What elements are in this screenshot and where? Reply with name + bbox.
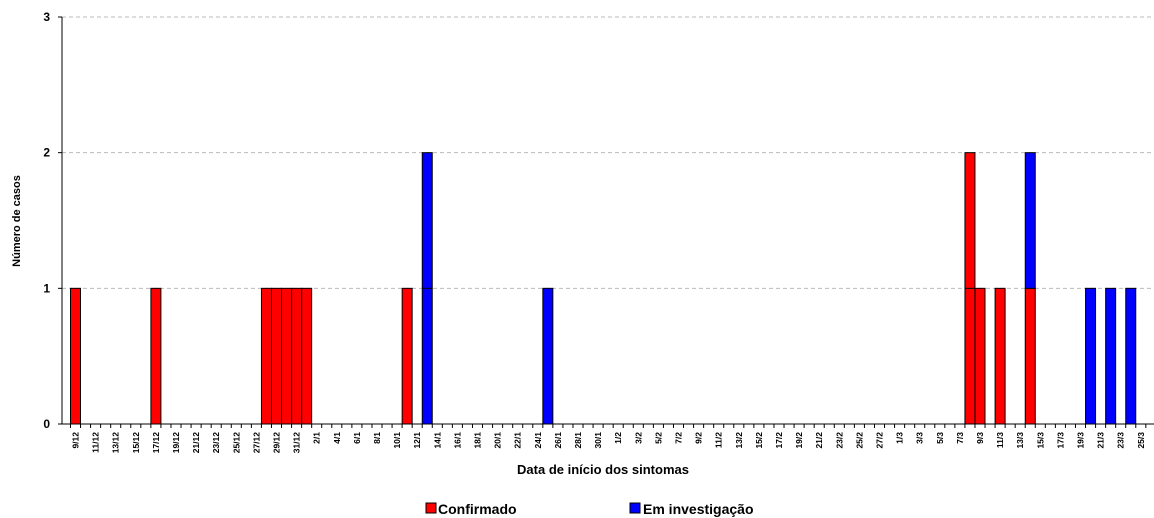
x-tick-label-23-3: 23/3 <box>1116 432 1126 449</box>
x-tick-label-9-3: 9/3 <box>975 432 985 444</box>
bar-confirmado-28-12 <box>260 287 272 425</box>
bar-em-investigacao-22-3 <box>1105 287 1117 425</box>
x-tick-label-18-1: 18/1 <box>473 432 483 449</box>
legend: Confirmado Em investigação <box>425 501 754 517</box>
y-axis-title: Número de casos <box>11 175 23 267</box>
x-tick-label-10-1: 10/1 <box>392 432 402 449</box>
bar-em-investigacao-14-3 <box>1024 152 1036 289</box>
x-tick-label-21-3: 21/3 <box>1096 432 1106 449</box>
x-tick-label-3-3: 3/3 <box>915 432 925 444</box>
x-tick-label-17-3: 17/3 <box>1055 432 1065 449</box>
legend-swatch-em-investigacao <box>629 502 641 514</box>
bar-em-investigacao-20-3 <box>1085 287 1097 425</box>
x-tick-label-26-1: 26/1 <box>553 432 563 449</box>
bar-confirmado-17-12 <box>150 287 162 425</box>
x-tick-label-25-3: 25/3 <box>1136 432 1146 449</box>
bar-em-investigacao-24-3 <box>1125 287 1137 425</box>
bar-confirmado-11-3 <box>994 287 1006 425</box>
x-tick-label-15-12: 15/12 <box>131 432 141 454</box>
bar-em-investigacao-25-1 <box>542 287 554 425</box>
x-tick-label-21-12: 21/12 <box>191 432 201 454</box>
x-tick-label-27-12: 27/12 <box>251 432 261 454</box>
x-tick-label-19-12: 19/12 <box>171 432 181 454</box>
bar-confirmado-11-1 <box>401 287 413 425</box>
y-ticks: 0 1 2 3 <box>43 10 62 431</box>
x-tick-label-25-12: 25/12 <box>231 432 241 454</box>
x-tick-label-22-1: 22/1 <box>513 432 523 449</box>
x-tick-label-28-1: 28/1 <box>573 432 583 449</box>
grid-lines <box>62 16 1154 289</box>
x-tick-label-24-1: 24/1 <box>533 432 543 449</box>
x-tick-label-8-1: 8/1 <box>372 432 382 444</box>
bar-confirmado-9-3 <box>974 287 986 425</box>
x-tick-label-31-12: 31/12 <box>292 432 302 454</box>
x-tick-label-15-3: 15/3 <box>1035 432 1045 449</box>
x-ticks: 9/12 11/12 13/12 15/12 17/12 19/12 21/12 23/12 2… <box>69 424 1147 454</box>
x-tick-label-14-1: 14/1 <box>432 432 442 449</box>
bar-confirmado-30-12 <box>281 287 293 425</box>
y-tick-label-3: 3 <box>43 10 50 24</box>
x-tick-label-13-2: 13/2 <box>734 432 744 449</box>
x-tick-label-19-3: 19/3 <box>1076 432 1086 449</box>
legend-swatch-confirmado <box>425 502 437 514</box>
x-tick-label-27-2: 27/2 <box>875 432 885 449</box>
x-tick-label-5-2: 5/2 <box>653 432 663 444</box>
x-tick-label-5-3: 5/3 <box>935 432 945 444</box>
x-tick-label-21-2: 21/2 <box>814 432 824 449</box>
x-tick-label-11-2: 11/2 <box>714 432 724 448</box>
x-tick-label-7-3: 7/3 <box>955 432 965 444</box>
x-tick-label-23-2: 23/2 <box>834 432 844 449</box>
x-tick-label-19-2: 19/2 <box>794 432 804 449</box>
x-tick-label-25-2: 25/2 <box>854 432 864 449</box>
bar-confirmado-29-12 <box>271 287 282 425</box>
x-tick-label-11-3: 11/3 <box>995 432 1005 448</box>
legend-label-confirmado: Confirmado <box>438 501 517 517</box>
x-tick-label-23-12: 23/12 <box>211 432 221 454</box>
bar-confirmado-14-3 <box>1024 287 1036 425</box>
y-tick-label-2: 2 <box>43 146 50 160</box>
legend-label-em-investigacao: Em investigação <box>643 501 754 517</box>
y-tick-label-1: 1 <box>43 281 50 295</box>
x-tick-label-1-3: 1/3 <box>895 432 905 444</box>
x-tick-label-15-2: 15/2 <box>754 432 764 449</box>
x-tick-label-11-12: 11/12 <box>91 432 101 453</box>
x-tick-label-1-2: 1/2 <box>613 432 623 444</box>
x-tick-label-12-1: 12/1 <box>412 432 422 449</box>
x-tick-label-9-12: 9/12 <box>71 432 81 449</box>
x-tick-label-2-1: 2/1 <box>312 432 322 444</box>
x-tick-label-30-1: 30/1 <box>593 432 603 449</box>
x-tick-label-13-3: 13/3 <box>1015 432 1025 449</box>
bar-confirmado-9-12 <box>70 287 81 425</box>
x-tick-label-9-2: 9/2 <box>694 432 704 444</box>
y-tick-label-0: 0 <box>43 417 50 431</box>
x-tick-label-13-12: 13/12 <box>111 432 121 454</box>
bar-confirmado-1-1 <box>301 287 313 425</box>
x-tick-label-20-1: 20/1 <box>493 432 503 449</box>
x-tick-label-17-12: 17/12 <box>151 432 161 454</box>
bar-confirmado-31-12 <box>291 287 303 425</box>
bars <box>70 152 1137 425</box>
x-tick-label-4-1: 4/1 <box>332 432 342 444</box>
x-tick-label-16-1: 16/1 <box>452 432 462 449</box>
x-tick-label-3-2: 3/2 <box>633 432 643 444</box>
x-axis-title: Data de início dos sintomas <box>517 462 689 477</box>
x-tick-label-17-2: 17/2 <box>774 432 784 449</box>
x-tick-label-6-1: 6/1 <box>352 432 362 444</box>
x-tick-label-7-2: 7/2 <box>674 432 684 444</box>
axes <box>61 17 1154 425</box>
x-tick-label-29-12: 29/12 <box>272 432 282 454</box>
